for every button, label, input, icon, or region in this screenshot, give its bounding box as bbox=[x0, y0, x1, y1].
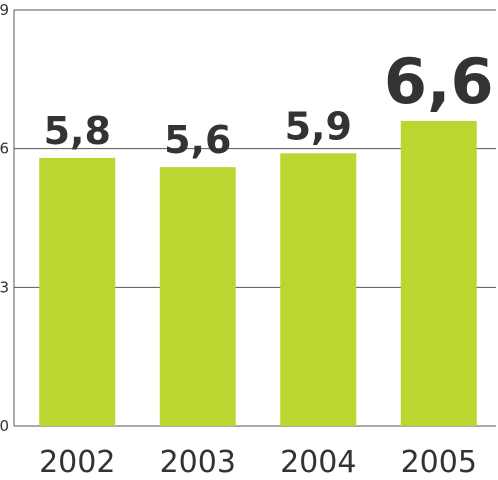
y-tick-label: 6 bbox=[0, 140, 9, 158]
bars bbox=[39, 120, 477, 427]
x-tick-label: 2002 bbox=[39, 445, 115, 480]
data-labels: 5,8 5,6 5,9 6,6 bbox=[44, 45, 494, 162]
x-tick-labels: 2002 2003 2004 2005 bbox=[39, 445, 477, 480]
x-tick-label: 2005 bbox=[401, 445, 477, 480]
data-label: 5,8 bbox=[44, 109, 111, 153]
data-label: 5,6 bbox=[164, 118, 231, 162]
y-tick-labels: 0 3 6 9 bbox=[0, 1, 9, 435]
data-label: 5,9 bbox=[285, 104, 352, 148]
bar bbox=[39, 157, 116, 426]
y-tick-label: 9 bbox=[0, 1, 9, 19]
x-tick-label: 2004 bbox=[280, 445, 356, 480]
y-tick-label: 3 bbox=[0, 278, 9, 296]
bar bbox=[159, 167, 236, 426]
y-tick-label: 0 bbox=[0, 417, 9, 435]
bar bbox=[280, 153, 357, 427]
data-label: 6,6 bbox=[384, 45, 494, 118]
bar bbox=[400, 120, 477, 426]
x-tick-label: 2003 bbox=[160, 445, 236, 480]
